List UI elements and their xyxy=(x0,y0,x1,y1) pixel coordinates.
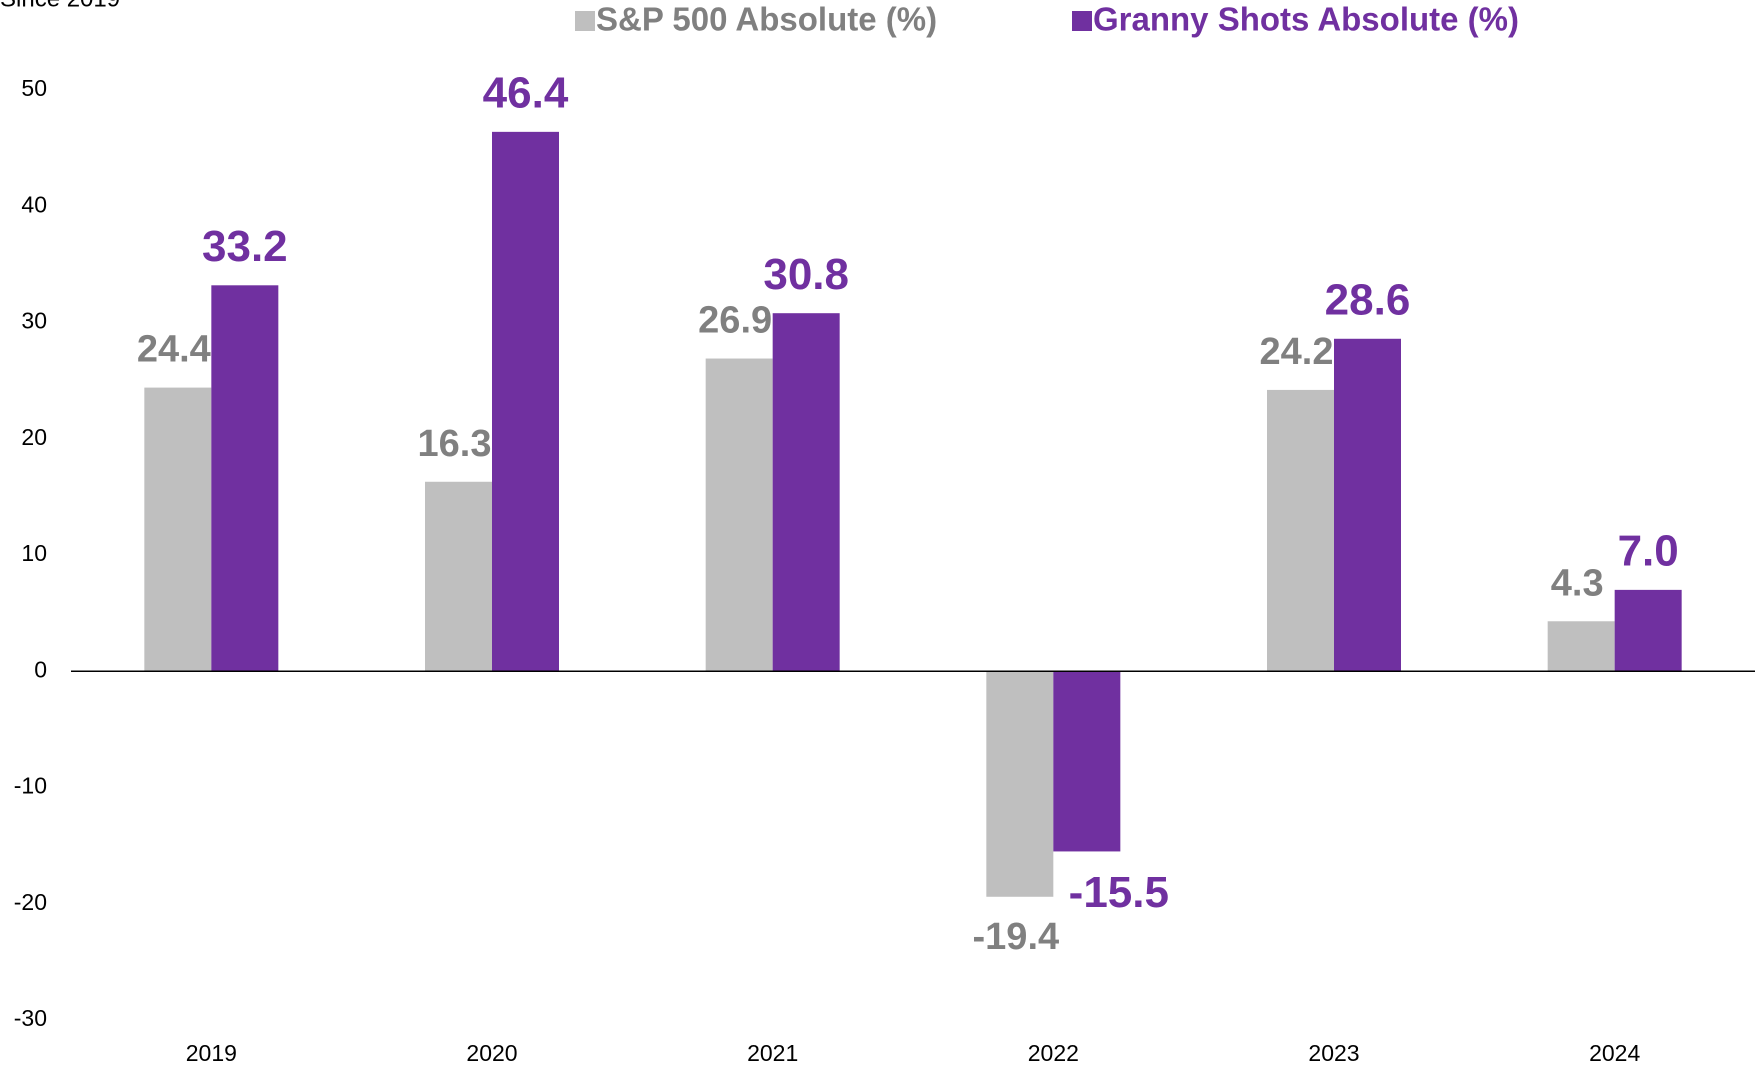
y-tick-label: -20 xyxy=(14,889,47,915)
y-tick-label: 40 xyxy=(21,191,47,217)
bar xyxy=(1334,338,1401,672)
y-tick-label: 50 xyxy=(21,75,47,101)
y-tick-label: 10 xyxy=(21,540,47,566)
x-tick-label: 2021 xyxy=(747,1040,798,1066)
bar xyxy=(425,481,492,672)
bar xyxy=(211,285,279,672)
data-label: -15.5 xyxy=(1069,868,1169,917)
x-tick-label: 2022 xyxy=(1028,1040,1079,1066)
data-label: 24.2 xyxy=(1260,331,1334,373)
x-tick-label: 2024 xyxy=(1589,1040,1640,1066)
data-label: 26.9 xyxy=(698,300,772,342)
legend-label: S&P 500 Absolute (%) xyxy=(596,1,937,38)
bar xyxy=(144,387,212,672)
bar xyxy=(1267,389,1334,672)
bar xyxy=(1547,621,1615,672)
bar xyxy=(492,131,559,672)
y-tick-label: -30 xyxy=(14,1005,47,1031)
legend-label: Granny Shots Absolute (%) xyxy=(1093,1,1519,38)
data-label: 33.2 xyxy=(202,222,288,271)
bar xyxy=(705,358,773,672)
bar xyxy=(1053,671,1121,852)
chart-subtitle: Since 2019 xyxy=(0,0,120,12)
data-label: 7.0 xyxy=(1618,527,1679,576)
data-label: -19.4 xyxy=(973,916,1060,958)
data-label: 30.8 xyxy=(763,250,849,299)
y-tick-label: -10 xyxy=(14,773,47,799)
data-label: 46.4 xyxy=(483,68,569,117)
x-tick-label: 2020 xyxy=(466,1040,517,1066)
bar xyxy=(1614,589,1682,672)
data-label: 16.3 xyxy=(418,423,492,465)
y-tick-label: 30 xyxy=(21,308,47,334)
legend-swatch xyxy=(575,11,595,31)
legend-swatch xyxy=(1072,11,1092,31)
data-label: 4.3 xyxy=(1551,562,1604,604)
data-label: 24.4 xyxy=(137,329,211,371)
x-tick-label: 2023 xyxy=(1308,1040,1359,1066)
y-tick-label: 0 xyxy=(34,656,47,682)
x-tick-label: 2019 xyxy=(186,1040,237,1066)
bar xyxy=(772,313,840,672)
data-label: 28.6 xyxy=(1325,275,1411,324)
y-tick-label: 20 xyxy=(21,424,47,450)
bar xyxy=(986,671,1054,897)
